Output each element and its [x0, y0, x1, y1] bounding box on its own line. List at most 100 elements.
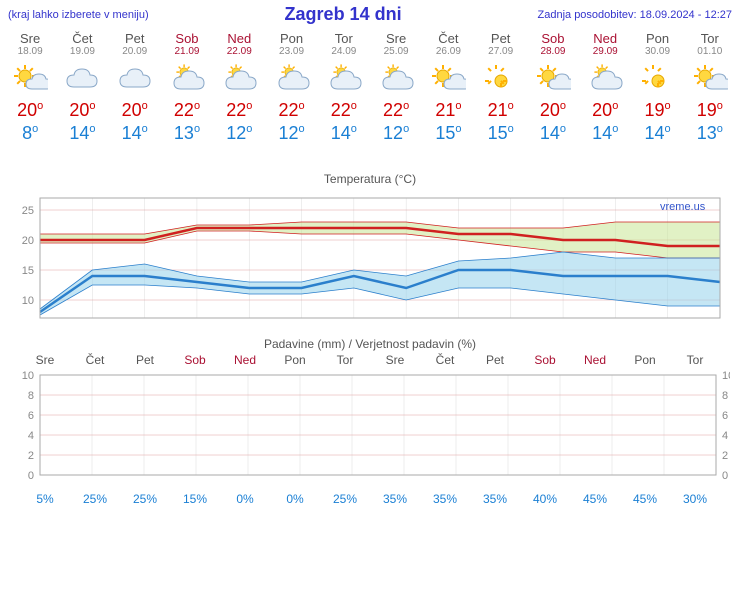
svg-text:15: 15 [22, 265, 34, 277]
day-name: Pet [475, 31, 527, 46]
temp-high: 20o [527, 100, 579, 121]
temp-high: 22o [318, 100, 370, 121]
temp-high: 22o [370, 100, 422, 121]
day-header: Sre 18.09 [4, 29, 56, 59]
precip-day-label: Ned [570, 353, 620, 367]
svg-text:6: 6 [722, 410, 728, 422]
temp-high: 20o [579, 100, 631, 121]
weather-icon [475, 63, 527, 96]
temp-low: 15o [475, 123, 527, 144]
svg-text:20: 20 [22, 235, 34, 247]
svg-text:2: 2 [28, 450, 34, 462]
day-header: Čet 26.09 [422, 29, 474, 59]
precip-day-label: Tor [670, 353, 720, 367]
day-header: Čet 19.09 [56, 29, 108, 59]
weather-icon [318, 63, 370, 96]
svg-text:6: 6 [28, 410, 34, 422]
temp-high: 21o [475, 100, 527, 121]
day-header: Ned 22.09 [213, 29, 265, 59]
day-header: Pon 30.09 [631, 29, 683, 59]
day-date: 25.09 [370, 46, 422, 57]
weather-icon [684, 63, 736, 96]
precip-probability: 40% [520, 492, 570, 506]
day-name: Tor [684, 31, 736, 46]
weather-icon [370, 63, 422, 96]
precip-probability: 45% [620, 492, 670, 506]
day-name: Čet [56, 31, 108, 46]
day-name: Čet [422, 31, 474, 46]
day-header: Tor 24.09 [318, 29, 370, 59]
svg-text:10: 10 [22, 295, 34, 307]
precip-chart-title: Padavine (mm) / Verjetnost padavin (%) [10, 337, 730, 351]
precip-day-label: Pet [470, 353, 520, 367]
temp-low: 13o [684, 123, 736, 144]
svg-text:0: 0 [28, 470, 34, 482]
svg-text:4: 4 [722, 430, 728, 442]
temp-low: 14o [109, 123, 161, 144]
day-name: Pon [265, 31, 317, 46]
day-header: Pon 23.09 [265, 29, 317, 59]
temp-high: 20o [56, 100, 108, 121]
temp-low: 12o [265, 123, 317, 144]
precip-probability: 30% [670, 492, 720, 506]
day-header: Pet 20.09 [109, 29, 161, 59]
weather-icon [631, 63, 683, 96]
svg-text:2: 2 [722, 450, 728, 462]
high-temps-row: 20o20o20o22o22o22o22o22o21o21o20o20o19o1… [0, 100, 740, 123]
day-name: Ned [213, 31, 265, 46]
low-temps-row: 8o14o14o13o12o12o14o12o15o15o14o14o14o13… [0, 123, 740, 146]
day-name: Pet [109, 31, 161, 46]
last-update: Zadnja posodobitev: 18.09.2024 - 12:27 [538, 9, 732, 21]
precip-probability: 25% [70, 492, 120, 506]
day-date: 19.09 [56, 46, 108, 57]
precip-chart: 00224466881010 [10, 367, 730, 487]
temp-low: 14o [318, 123, 370, 144]
day-header: Sre 25.09 [370, 29, 422, 59]
day-date: 27.09 [475, 46, 527, 57]
day-date: 22.09 [213, 46, 265, 57]
day-header: Ned 29.09 [579, 29, 631, 59]
day-date: 29.09 [579, 46, 631, 57]
temp-high: 20o [109, 100, 161, 121]
menu-hint[interactable]: (kraj lahko izberete v meniju) [8, 9, 149, 21]
temp-high: 22o [161, 100, 213, 121]
day-date: 21.09 [161, 46, 213, 57]
svg-text:8: 8 [28, 390, 34, 402]
precip-probability: 0% [220, 492, 270, 506]
svg-text:0: 0 [722, 470, 728, 482]
day-date: 20.09 [109, 46, 161, 57]
precip-probability: 5% [20, 492, 70, 506]
day-name: Sob [527, 31, 579, 46]
day-date: 26.09 [422, 46, 474, 57]
precip-prob-row: 5%25%25%15%0%0%25%35%35%35%40%45%45%30% [10, 492, 730, 506]
day-name: Ned [579, 31, 631, 46]
precip-day-label: Sre [370, 353, 420, 367]
day-header: Sob 28.09 [527, 29, 579, 59]
day-icons-row [0, 59, 740, 100]
precip-day-label: Sob [520, 353, 570, 367]
weather-icon [109, 63, 161, 96]
weather-icon [265, 63, 317, 96]
temp-low: 12o [213, 123, 265, 144]
precip-day-label: Sob [170, 353, 220, 367]
day-date: 30.09 [631, 46, 683, 57]
day-header: Sob 21.09 [161, 29, 213, 59]
day-date: 23.09 [265, 46, 317, 57]
svg-text:vreme.us: vreme.us [660, 201, 706, 213]
precip-chart-section: Padavine (mm) / Verjetnost padavin (%) S… [0, 335, 740, 508]
temp-high: 22o [213, 100, 265, 121]
precip-day-label: Pon [620, 353, 670, 367]
precip-probability: 25% [120, 492, 170, 506]
day-date: 18.09 [4, 46, 56, 57]
day-names-row: Sre 18.09 Čet 19.09 Pet 20.09 Sob 21.09 … [0, 29, 740, 59]
temp-high: 22o [265, 100, 317, 121]
weather-icon [161, 63, 213, 96]
temp-low: 8o [4, 123, 56, 144]
precip-day-label: Pet [120, 353, 170, 367]
precip-probability: 35% [420, 492, 470, 506]
day-date: 28.09 [527, 46, 579, 57]
temp-low: 14o [579, 123, 631, 144]
precip-probability: 15% [170, 492, 220, 506]
precip-day-label: Čet [70, 353, 120, 367]
weather-widget: (kraj lahko izberete v meniju) Zagreb 14… [0, 0, 740, 508]
